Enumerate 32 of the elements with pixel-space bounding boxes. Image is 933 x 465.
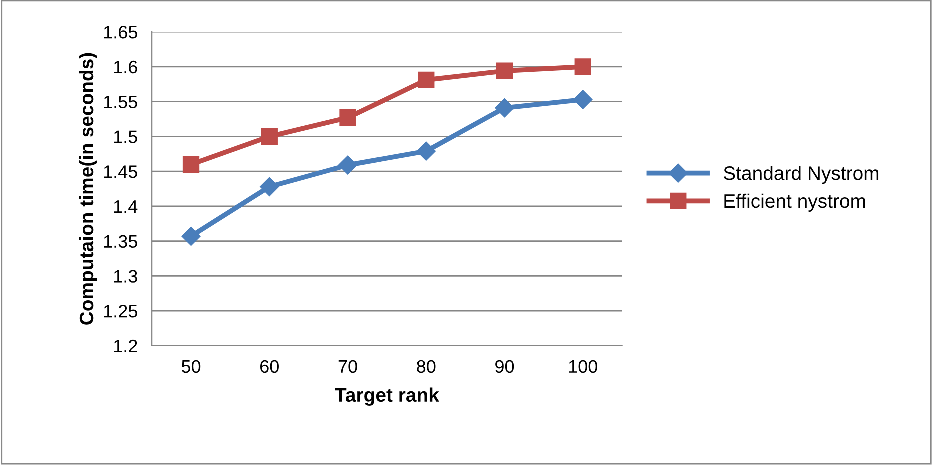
y-tick-label: 1.3	[114, 270, 138, 283]
point	[574, 58, 592, 76]
point	[182, 156, 200, 173]
point	[496, 62, 514, 80]
legend-label: Standard Nystrom	[724, 166, 879, 184]
y-tick-label: 1.25	[104, 305, 138, 318]
y-tick-label: 1.45	[104, 166, 138, 178]
y-tick-label: 1.2	[114, 340, 138, 352]
point	[260, 177, 280, 196]
x-tick-label: 60	[260, 360, 279, 374]
y-tick-label: 1.35	[104, 235, 138, 248]
point	[495, 98, 514, 118]
point	[182, 226, 201, 246]
point	[416, 142, 436, 161]
x-tick-label: 90	[496, 360, 514, 374]
point	[418, 72, 435, 89]
point	[574, 90, 593, 110]
x-tick-label: 70	[338, 360, 358, 374]
y-tick-label: 1.65	[104, 26, 138, 39]
point	[261, 128, 278, 146]
x-tick-label: 50	[182, 360, 201, 374]
point	[338, 156, 358, 175]
y-tick-label: 1.5	[114, 130, 138, 144]
x-axis-title: Target rank	[335, 388, 440, 406]
x-tick-label: 100	[569, 360, 598, 374]
legend-label: Efficient nystrom	[724, 194, 866, 212]
y-tick-label: 1.55	[104, 96, 138, 109]
y-axis-title: Computaion time(in seconds)	[79, 53, 98, 325]
x-tick-label: 80	[417, 360, 436, 374]
y-tick-label: 1.6	[114, 60, 138, 74]
point	[340, 110, 356, 126]
y-tick-label: 1.4	[114, 200, 138, 213]
